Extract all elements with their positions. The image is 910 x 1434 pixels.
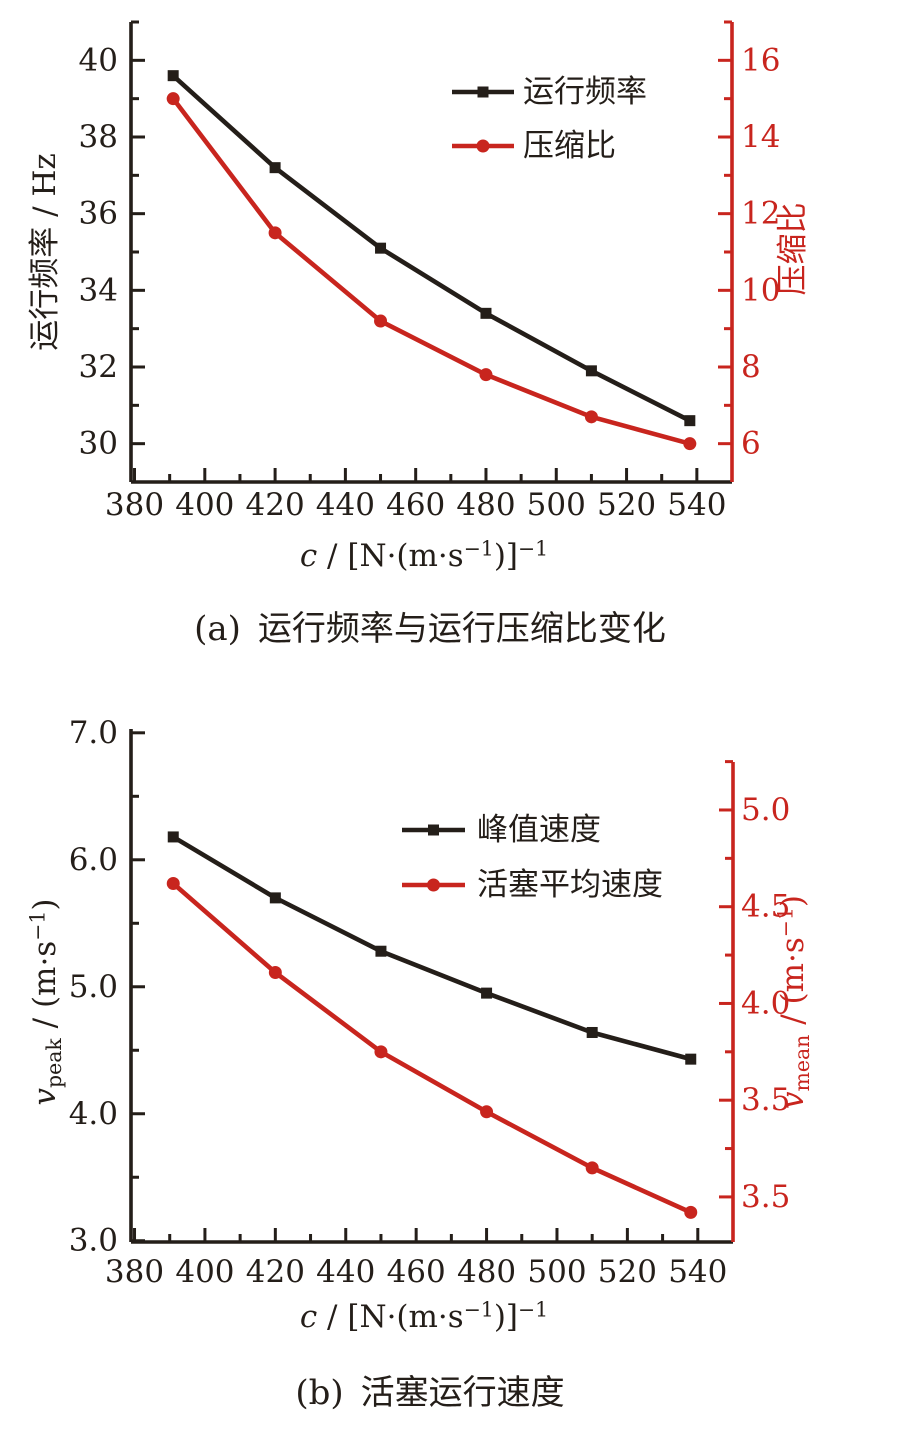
chart-a-right-tick-label: 8 xyxy=(741,349,761,385)
chart-b-series-piston-mean-velocity-marker xyxy=(166,876,180,890)
chart-b-right-axis-title: vmean / (m·s−1) xyxy=(773,895,814,1109)
chart-b-right-tick-label: 4.5 xyxy=(741,889,790,925)
chart-a-series-compression-ratio-marker xyxy=(268,226,282,240)
chart-a-right-tick-label: 14 xyxy=(741,119,780,155)
chart-a-left-tick-label: 36 xyxy=(79,196,118,232)
chart-a-x-tick-label: 540 xyxy=(667,487,726,523)
chart-a-x-tick-label: 500 xyxy=(527,487,586,523)
chart-a-series-compression-ratio-line xyxy=(170,96,693,446)
chart-a-legend-compression-ratio-label: 压缩比 xyxy=(523,128,616,164)
chart-a-legend-operating-frequency-label: 运行频率 xyxy=(523,74,647,110)
chart-a-left-axis-title: 运行频率 / Hz xyxy=(27,153,63,351)
chart-b-x-tick-label: 520 xyxy=(598,1254,657,1290)
chart-b-series-piston-mean-velocity-marker xyxy=(585,1161,599,1175)
chart-b-left-tick-label: 7.0 xyxy=(69,715,118,751)
chart-b-left-axis-title: vpeak / (m·s−1) xyxy=(25,899,66,1106)
chart-b-caption: (b) 活塞运行速度 xyxy=(295,1373,565,1413)
chart-a-left-tick-label: 34 xyxy=(79,272,118,308)
chart-a-legend-compression-ratio-marker xyxy=(476,139,490,153)
chart-a-right-tick-label: 16 xyxy=(741,42,780,78)
chart-b-series-piston-mean-velocity-line xyxy=(170,881,694,1215)
chart-a-left-tick-label: 38 xyxy=(79,119,118,155)
chart-a-series-operating-frequency-marker xyxy=(684,415,696,427)
chart-b-series-piston-mean-velocity-marker xyxy=(684,1205,698,1219)
chart-b-legend-piston-mean-velocity-label: 活塞平均速度 xyxy=(477,867,663,903)
chart-b-x-tick-label: 420 xyxy=(246,1254,305,1290)
chart-a-x-tick-label: 460 xyxy=(386,487,445,523)
chart-a-legend-operating-frequency-marker xyxy=(477,86,489,98)
chart-a-series-operating-frequency-line xyxy=(170,73,693,423)
chart-b-left-tick-label: 5.0 xyxy=(69,969,118,1005)
chart-b-right-tick-label: 5.0 xyxy=(741,792,790,828)
chart-b-series-peak-velocity-marker xyxy=(685,1053,697,1065)
chart-b-series-peak-velocity-marker xyxy=(167,831,179,843)
chart-b-series-peak-velocity-marker xyxy=(269,892,281,904)
chart-a-caption: (a) 运行频率与运行压缩比变化 xyxy=(194,609,666,649)
chart-b-x-tick-label: 500 xyxy=(527,1254,586,1290)
chart-b-x-axis-title: c / [N·(m·s−1)]−1 xyxy=(300,1297,548,1335)
chart-b-right-tick-label: 3.5 xyxy=(741,1082,790,1118)
chart-a-x-tick-label: 400 xyxy=(175,487,234,523)
chart-b-series-peak-velocity-marker xyxy=(375,945,387,957)
chart-a-series-operating-frequency-marker xyxy=(480,307,492,319)
chart-b-right-tick-label: 4.0 xyxy=(741,985,790,1021)
chart-b-left-tick-label: 3.0 xyxy=(69,1223,118,1259)
chart-b-series-peak-velocity-line xyxy=(170,834,694,1062)
chart-a-series-operating-frequency-marker xyxy=(585,365,597,377)
chart-b-x-tick-label: 380 xyxy=(105,1254,164,1290)
chart-b-series-piston-mean-velocity-marker xyxy=(480,1105,494,1119)
chart-b-x-tick-label: 400 xyxy=(175,1254,234,1290)
chart-a-x-tick-label: 380 xyxy=(105,487,164,523)
chart-b-right-tick-label: 3.5 xyxy=(741,1179,790,1215)
chart-a-left-tick-label: 32 xyxy=(79,349,118,385)
chart-a-series-compression-ratio-marker xyxy=(374,314,388,328)
chart-b-series-peak-velocity-marker xyxy=(586,1026,598,1038)
chart-b-x-tick-label: 480 xyxy=(457,1254,516,1290)
chart-b-series-piston-mean-velocity-marker xyxy=(374,1045,388,1059)
chart-a-x-tick-label: 480 xyxy=(456,487,515,523)
chart-b-x-tick-label: 540 xyxy=(668,1254,727,1290)
chart-a-left-tick-label: 40 xyxy=(79,42,118,78)
chart-b-legend-peak-velocity-label: 峰值速度 xyxy=(477,812,601,848)
chart-b-x-tick-label: 440 xyxy=(316,1254,375,1290)
chart-a-right-axis-title: 压缩比 xyxy=(775,203,811,296)
chart-a-x-axis-title: c / [N·(m·s−1)]−1 xyxy=(300,536,548,574)
chart-b-legend-peak-velocity-marker xyxy=(428,824,439,836)
chart-a-series-compression-ratio-marker xyxy=(479,368,493,382)
chart-a-series-compression-ratio-marker xyxy=(166,92,180,106)
chart-a-x-tick-label: 420 xyxy=(246,487,305,523)
chart-a-x-tick-label: 520 xyxy=(597,487,656,523)
chart-a-series-operating-frequency-marker xyxy=(375,242,387,254)
chart-b-legend-piston-mean-velocity-marker xyxy=(427,878,440,892)
chart-a-series-operating-frequency-marker xyxy=(167,70,179,82)
chart-a-x-tick-label: 440 xyxy=(316,487,375,523)
chart-a-left-tick-label: 30 xyxy=(79,426,118,462)
chart-b-series-piston-mean-velocity-marker xyxy=(268,965,282,979)
chart-a-right-tick-label: 6 xyxy=(741,426,761,462)
chart-b-series-peak-velocity-marker xyxy=(481,987,493,999)
chart-a-series-compression-ratio-marker xyxy=(584,410,598,424)
chart-b-left-tick-label: 4.0 xyxy=(69,1096,118,1132)
chart-a-series-compression-ratio-marker xyxy=(683,437,697,451)
chart-b-left-tick-label: 6.0 xyxy=(69,842,118,878)
chart-a-right-tick-label: 12 xyxy=(741,196,780,232)
chart-a-right-tick-label: 10 xyxy=(741,272,780,308)
chart-b-x-tick-label: 460 xyxy=(387,1254,446,1290)
chart-a-series-operating-frequency-marker xyxy=(269,162,281,174)
